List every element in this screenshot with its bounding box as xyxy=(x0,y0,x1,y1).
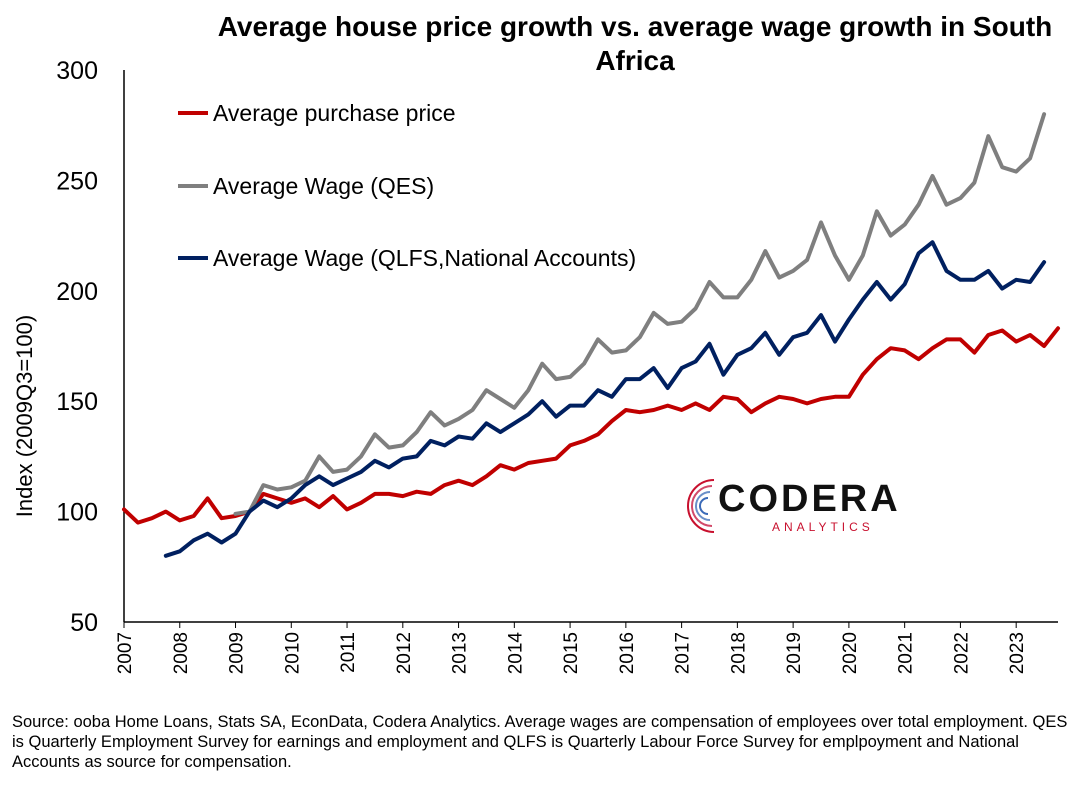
source-note: Source: ooba Home Loans, Stats SA, EconD… xyxy=(12,713,1068,771)
y-tick-label: 200 xyxy=(56,278,98,306)
x-tick-label: 2018 xyxy=(728,632,749,674)
chart-axes: 50 100 150 200 250 300 2007 2008 2009 2010 2011 201… xyxy=(12,57,1058,674)
chart-legend: Average purchase price Average Wage (QES)… xyxy=(178,100,636,271)
legend-label-2: Average Wage (QES) xyxy=(213,173,434,199)
x-tick-label: 2023 xyxy=(1007,632,1028,674)
x-tick-label: 2017 xyxy=(673,632,694,674)
chart-title: Average house price growth vs. average w… xyxy=(217,11,1053,76)
line-chart: 50 100 150 200 250 300 2007 2008 2009 2010 2011 201… xyxy=(12,57,1060,674)
legend-label-3: Average Wage (QLFS,National Accounts) xyxy=(213,245,636,271)
y-tick-label: 50 xyxy=(70,609,98,637)
logo-wordmark: CODERA xyxy=(718,478,901,520)
y-axis-label: Index (2009Q3=100) xyxy=(12,315,37,517)
x-tick-label: 2019 xyxy=(784,632,805,674)
x-tick-label: 2012 xyxy=(394,632,415,674)
x-tick-label: 2013 xyxy=(450,632,471,674)
x-tick-label: 2020 xyxy=(840,632,861,674)
x-tick-label: 2014 xyxy=(505,632,526,675)
y-tick-label: 300 xyxy=(56,57,98,85)
x-tick-label: 2022 xyxy=(951,632,972,674)
logo-subtitle: ANALYTICS xyxy=(772,520,874,534)
y-tick-label: 150 xyxy=(56,388,98,416)
legend-label-1: Average purchase price xyxy=(213,100,456,126)
series-line-1 xyxy=(122,326,1060,525)
x-tick-label: 2016 xyxy=(617,632,638,674)
y-tick-label: 100 xyxy=(56,499,98,527)
series-line-2 xyxy=(233,112,1047,516)
x-tick-label: 2011 xyxy=(338,632,359,673)
x-tick-label: 2008 xyxy=(171,632,192,674)
x-tick-label: 2010 xyxy=(282,632,303,674)
chart-lines xyxy=(122,112,1060,558)
logo-mark-icon xyxy=(687,479,715,533)
series-line-3 xyxy=(163,240,1047,558)
x-tick-label: 2021 xyxy=(896,632,917,674)
codera-logo: CODERA ANALYTICS xyxy=(676,470,898,540)
x-tick-label: 2007 xyxy=(115,632,136,674)
x-tick-label: 2009 xyxy=(227,632,248,674)
y-tick-label: 250 xyxy=(56,167,98,195)
x-tick-label: 2015 xyxy=(561,632,582,674)
